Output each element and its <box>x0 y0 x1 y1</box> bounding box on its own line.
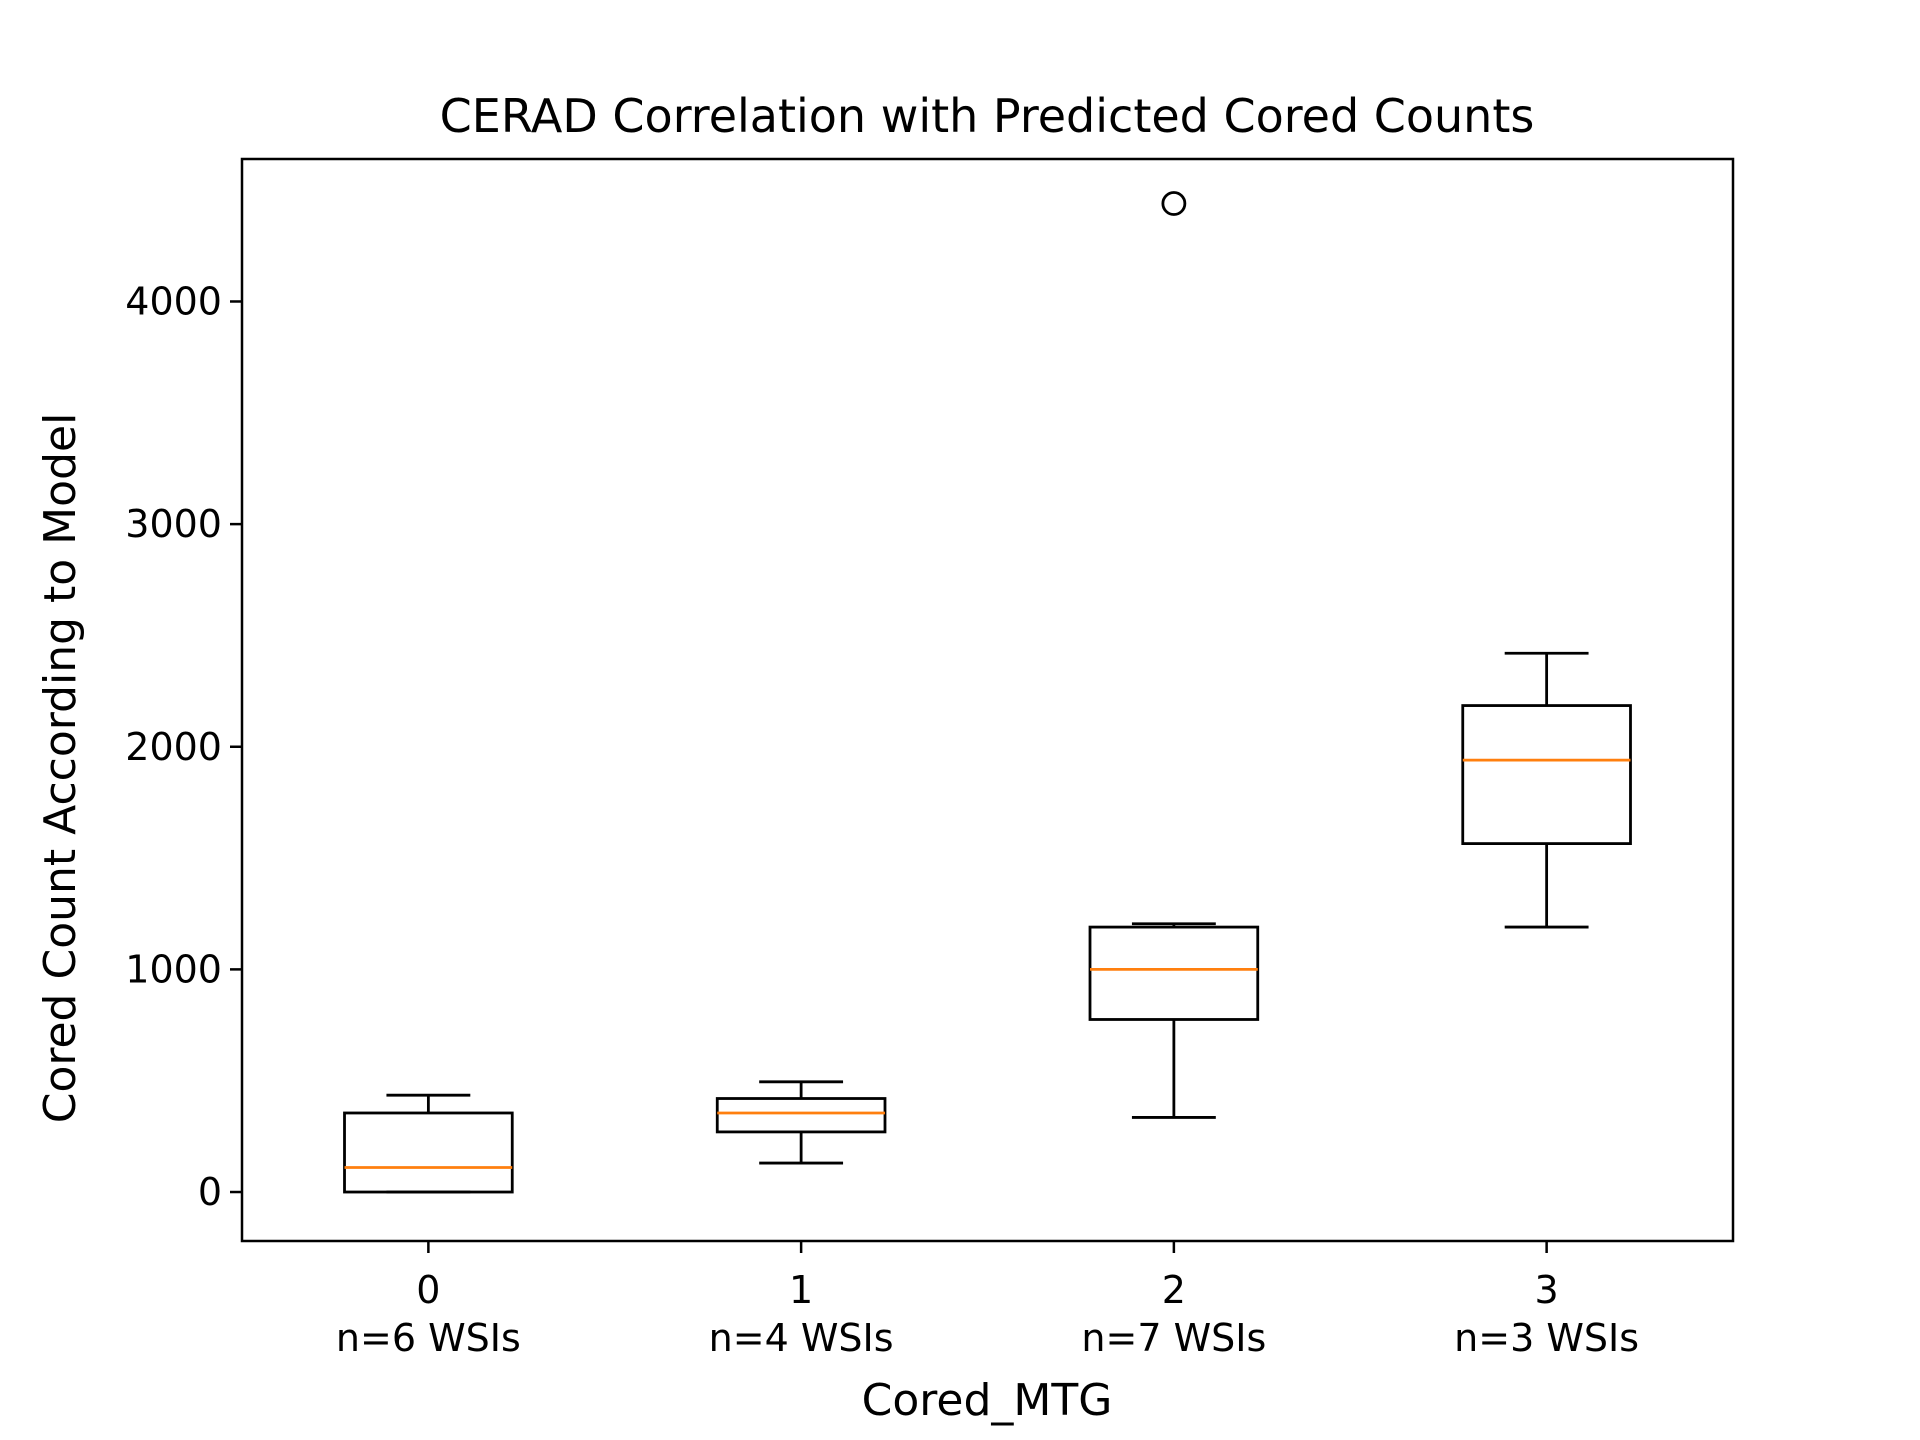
y-axis-label: Cored Count According to Model <box>35 413 86 1124</box>
x-tick-label: 3 <box>1535 1268 1559 1312</box>
plot-frame <box>240 157 1735 1243</box>
outlier-point <box>1161 191 1187 216</box>
chart-title: CERAD Correlation with Predicted Cored C… <box>440 89 1535 143</box>
iqr-box <box>1461 704 1632 845</box>
y-tick-label: 0 <box>198 1170 222 1214</box>
x-tick-sublabel: n=4 WSIs <box>709 1316 894 1360</box>
y-tick-label: 2000 <box>125 725 222 769</box>
x-tick-label: 0 <box>416 1268 440 1312</box>
x-tick-sublabel: n=7 WSIs <box>1081 1316 1266 1360</box>
x-tick-sublabel: n=3 WSIs <box>1454 1316 1639 1360</box>
iqr-box <box>343 1111 514 1194</box>
x-tick-label: 1 <box>789 1268 813 1312</box>
y-tick-label: 4000 <box>125 279 222 323</box>
x-tick-label: 2 <box>1162 1268 1186 1312</box>
x-axis-label: Cored_MTG <box>862 1375 1113 1426</box>
iqr-box <box>715 1097 887 1134</box>
y-tick-label: 1000 <box>125 947 222 991</box>
iqr-box <box>1088 925 1260 1021</box>
x-tick-sublabel: n=6 WSIs <box>336 1316 521 1360</box>
y-tick-label: 3000 <box>125 502 222 546</box>
